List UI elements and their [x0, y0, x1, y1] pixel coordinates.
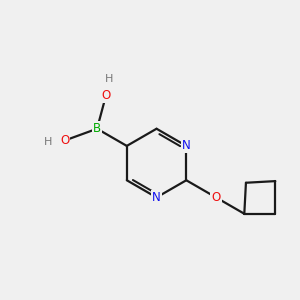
- Text: O: O: [60, 134, 69, 147]
- Text: H: H: [105, 74, 113, 83]
- Text: N: N: [182, 140, 191, 152]
- Text: B: B: [93, 122, 101, 135]
- Text: H: H: [44, 137, 52, 147]
- Text: O: O: [212, 191, 221, 204]
- Text: N: N: [152, 191, 161, 204]
- Text: O: O: [101, 89, 111, 102]
